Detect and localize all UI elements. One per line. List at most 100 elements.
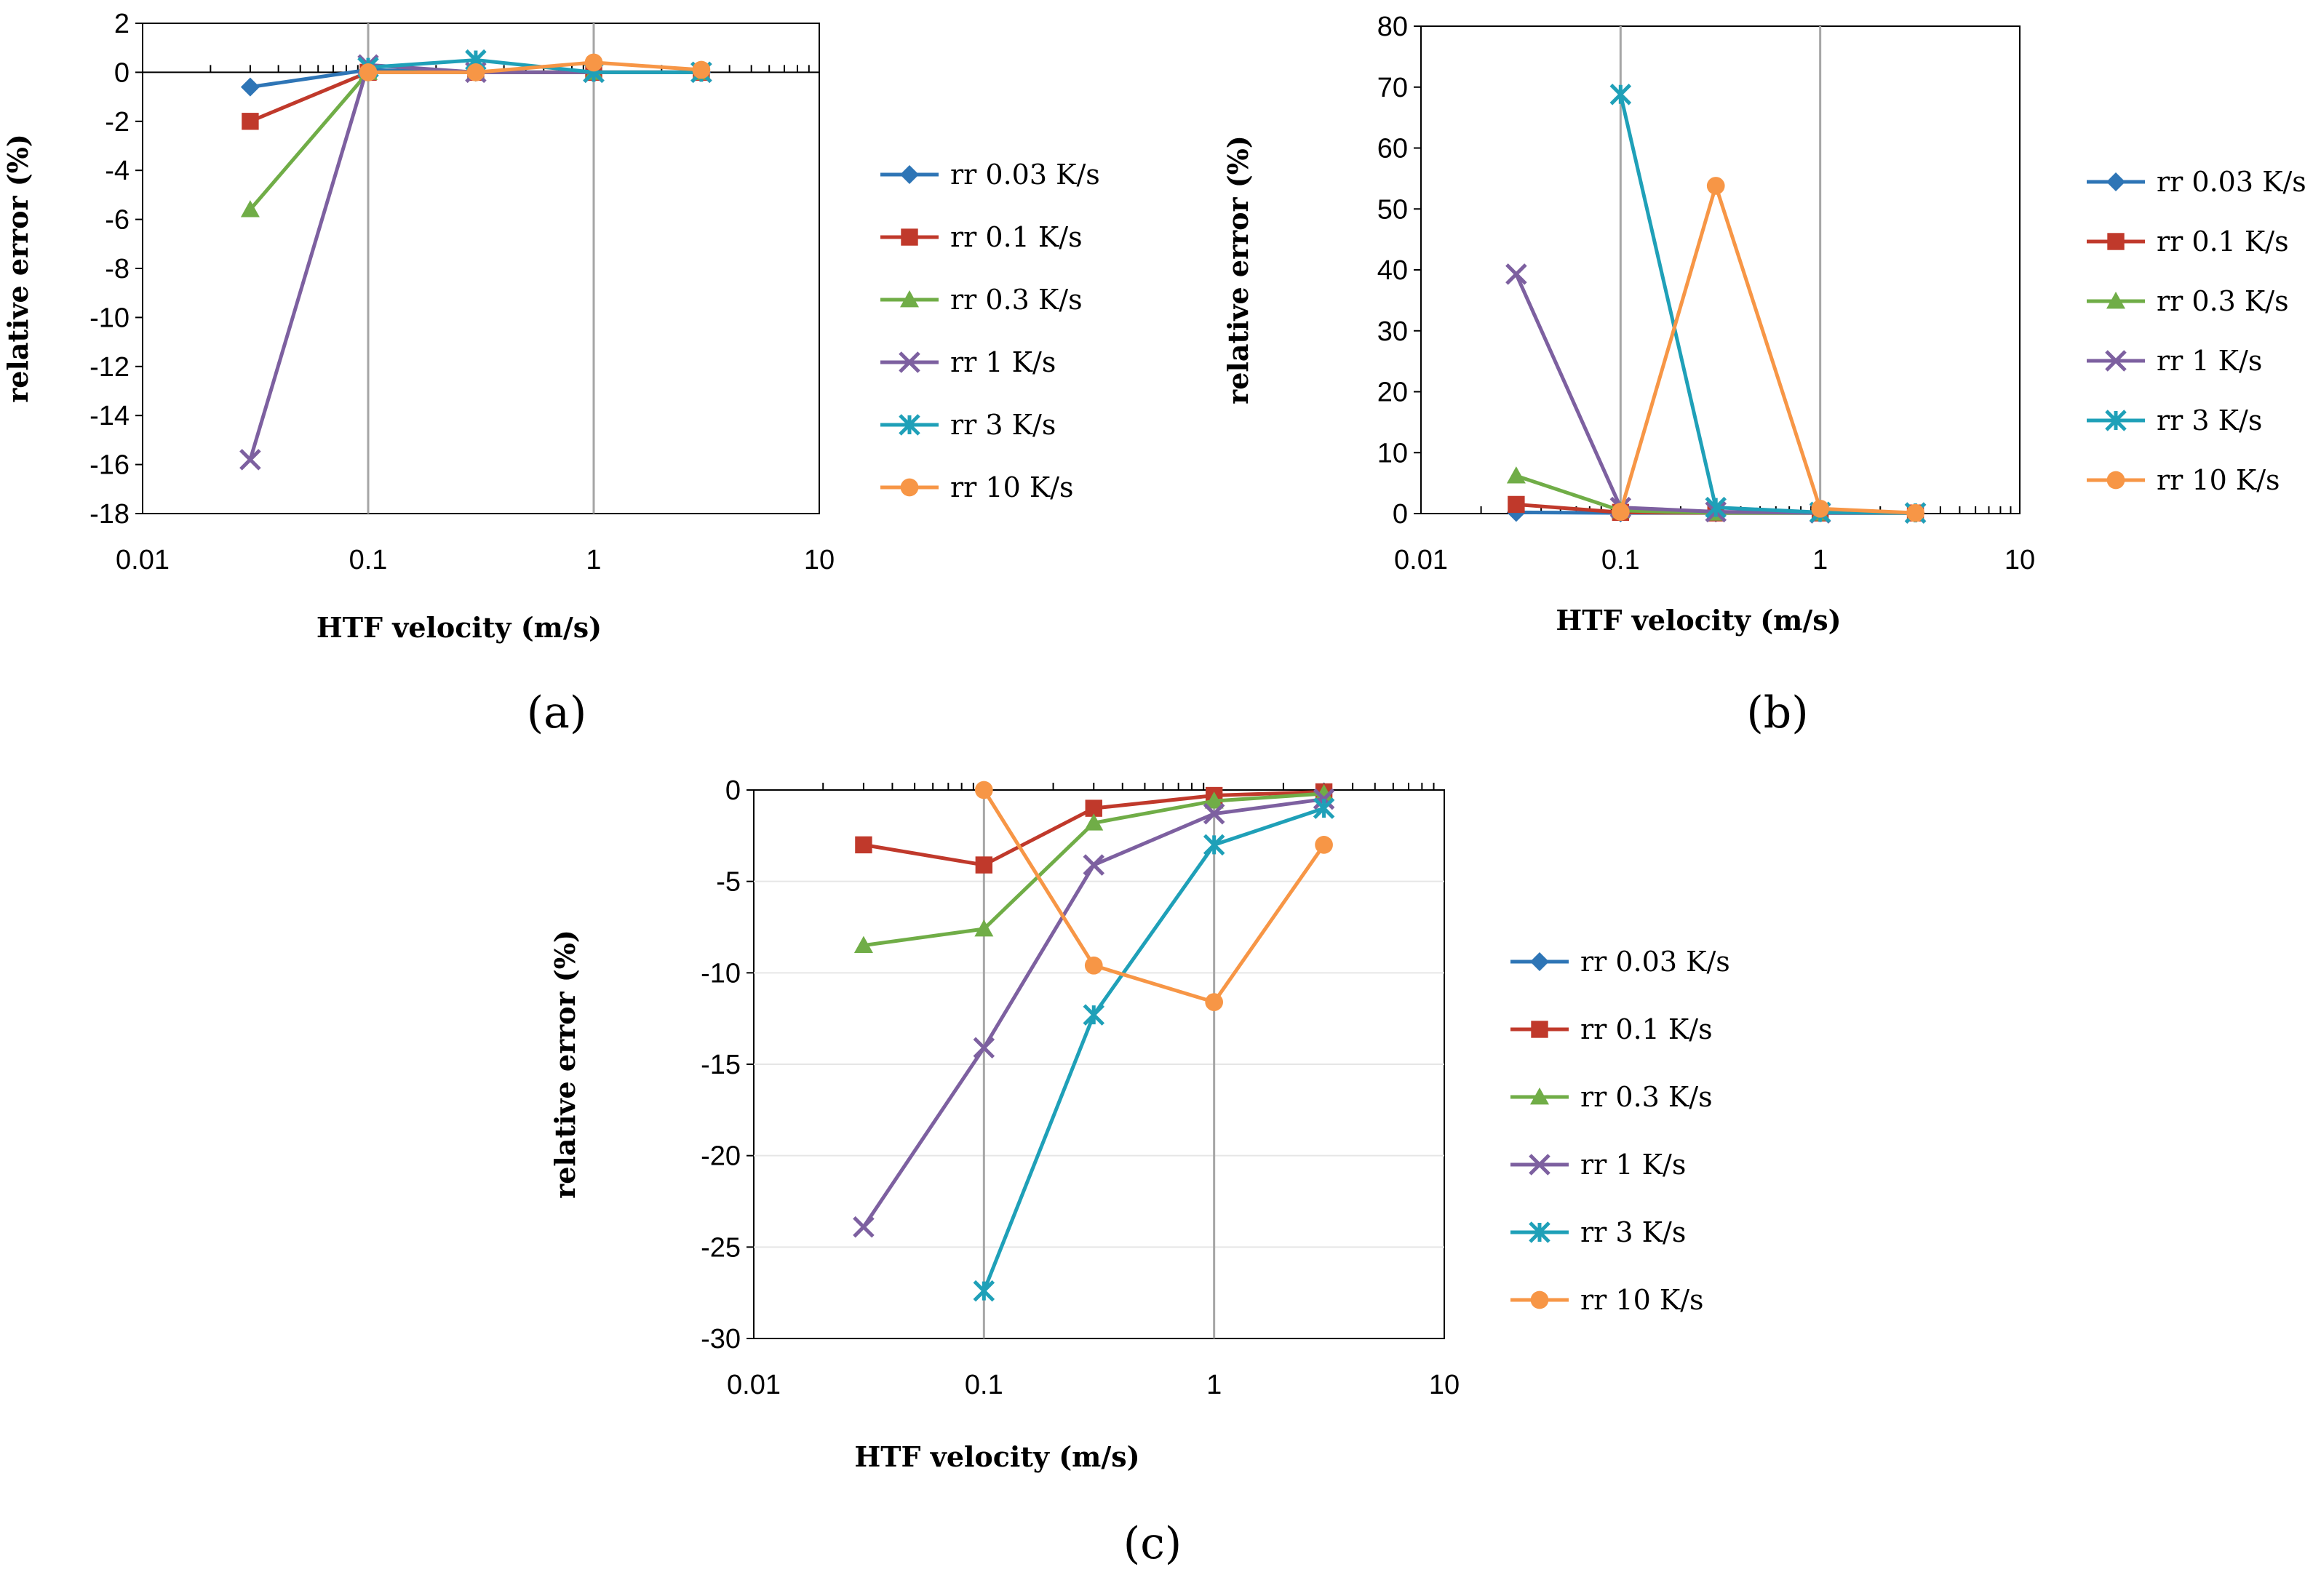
marker-x: [853, 1216, 875, 1238]
legend-entry: rr 10 K/s: [880, 471, 1074, 503]
marker-x: [1083, 854, 1105, 876]
marker-square: [855, 836, 872, 854]
y-axis-title: relative error (%): [549, 930, 581, 1199]
series-line: [248, 63, 701, 460]
legend-entry: rr 0.1 K/s: [880, 221, 1083, 253]
marker-x: [1203, 802, 1225, 825]
legend-label: rr 10 K/s: [1580, 1284, 1704, 1316]
marker-circle: [1530, 1290, 1549, 1309]
marker-square: [901, 228, 918, 246]
y-tick-label: -15: [701, 1050, 741, 1080]
x-tick-label: 10: [804, 545, 835, 575]
y-tick-label: -16: [89, 450, 130, 481]
marker-diamond: [240, 77, 260, 97]
legend-label: rr 0.03 K/s: [1580, 946, 1730, 978]
plot-area: [142, 23, 820, 514]
marker-triangle: [1204, 791, 1224, 809]
legend-label: rr 0.03 K/s: [950, 159, 1100, 191]
marker-star: [973, 1280, 995, 1302]
marker-x: [239, 449, 261, 471]
legend-entry: rr 10 K/s: [1510, 1284, 1704, 1316]
y-tick-label: -14: [89, 401, 130, 431]
legend-label: rr 1 K/s: [1580, 1149, 1686, 1181]
series-line: [368, 60, 702, 74]
marker-star: [1203, 834, 1225, 856]
y-tick-label: 0: [1393, 499, 1408, 530]
series-rr-10-k-s: [1611, 177, 1924, 522]
x-tick-label: 10: [1429, 1370, 1460, 1400]
marker-square: [2107, 233, 2125, 250]
marker-diamond: [900, 165, 919, 184]
series-rr-10-k-s: [974, 781, 1333, 1011]
marker-circle: [1205, 993, 1224, 1011]
x-tick-label: 0.1: [1601, 545, 1640, 575]
legend-entry: rr 3 K/s: [1510, 1216, 1686, 1248]
x-tick-label: 1: [1812, 545, 1828, 575]
panel-caption: (a): [527, 687, 587, 738]
legend-label: rr 0.3 K/s: [950, 284, 1083, 316]
y-tick-label: -2: [105, 107, 130, 137]
marker-square: [1531, 1021, 1548, 1038]
marker-circle: [1811, 499, 1830, 518]
legend-label: rr 0.3 K/s: [1580, 1081, 1713, 1113]
marker-triangle: [900, 290, 919, 308]
legend-entry: rr 0.03 K/s: [2087, 166, 2305, 198]
marker-star: [899, 414, 920, 436]
legend-entry: rr 3 K/s: [880, 409, 1056, 441]
series-line: [982, 806, 1325, 1292]
legend-label: rr 3 K/s: [950, 409, 1056, 441]
y-tick-label: -6: [105, 205, 130, 236]
y-tick-label: 2: [114, 9, 130, 39]
legend-label: rr 3 K/s: [2157, 404, 2262, 436]
x-axis-title: HTF velocity (m/s): [317, 611, 602, 644]
marker-circle: [692, 60, 711, 79]
y-tick-label: -30: [701, 1324, 741, 1354]
marker-circle: [359, 63, 378, 81]
marker-triangle: [853, 935, 873, 954]
series-rr-1-k-s: [239, 54, 712, 471]
marker-star: [1609, 84, 1632, 105]
marker-star: [1083, 1004, 1105, 1026]
marker-circle: [1084, 956, 1103, 975]
series-rr-3-k-s: [973, 797, 1335, 1302]
marker-x: [1529, 1154, 1550, 1176]
y-tick-label: -20: [701, 1141, 741, 1172]
y-tick-label: 10: [1377, 438, 1408, 468]
x-tick-label: 0.01: [727, 1370, 781, 1400]
x-axis-title: HTF velocity (m/s): [854, 1440, 1139, 1473]
marker-circle: [2106, 471, 2125, 490]
marker-triangle: [1530, 1088, 1549, 1105]
legend-entry: rr 0.3 K/s: [1510, 1081, 1713, 1113]
marker-circle: [1611, 503, 1630, 521]
series-line: [1618, 179, 1916, 515]
y-tick-label: 80: [1377, 12, 1408, 42]
series-rr-1-k-s: [1505, 263, 1927, 524]
legend-entry: rr 0.1 K/s: [1510, 1013, 1713, 1045]
marker-square: [975, 856, 993, 874]
legend-label: rr 1 K/s: [2157, 345, 2262, 377]
x-tick-label: 0.01: [1394, 545, 1448, 575]
y-tick-label: -5: [716, 867, 741, 898]
marker-star: [1529, 1221, 1550, 1243]
y-tick-label: -10: [701, 958, 741, 989]
legend-label: rr 0.03 K/s: [2157, 166, 2305, 198]
legend-label: rr 10 K/s: [950, 471, 1074, 503]
y-tick-label: -18: [89, 499, 130, 530]
panel-caption: (c): [1123, 1518, 1182, 1569]
y-tick-label: -4: [105, 156, 130, 186]
y-tick-label: -8: [105, 254, 130, 284]
legend-entry: rr 10 K/s: [2087, 464, 2280, 496]
marker-triangle: [1084, 813, 1104, 831]
y-tick-label: 20: [1377, 378, 1408, 408]
x-tick-label: 10: [2005, 545, 2035, 575]
series-rr-3-k-s: [1609, 84, 1927, 524]
legend-label: rr 3 K/s: [1580, 1216, 1686, 1248]
y-tick-label: 50: [1377, 194, 1408, 225]
y-tick-label: 40: [1377, 255, 1408, 286]
legend-entry: rr 0.3 K/s: [880, 284, 1083, 316]
x-tick-label: 0.01: [116, 545, 170, 575]
marker-star: [2105, 410, 2127, 431]
y-tick-label: 0: [725, 775, 741, 806]
legend-entry: rr 0.1 K/s: [2087, 226, 2289, 258]
